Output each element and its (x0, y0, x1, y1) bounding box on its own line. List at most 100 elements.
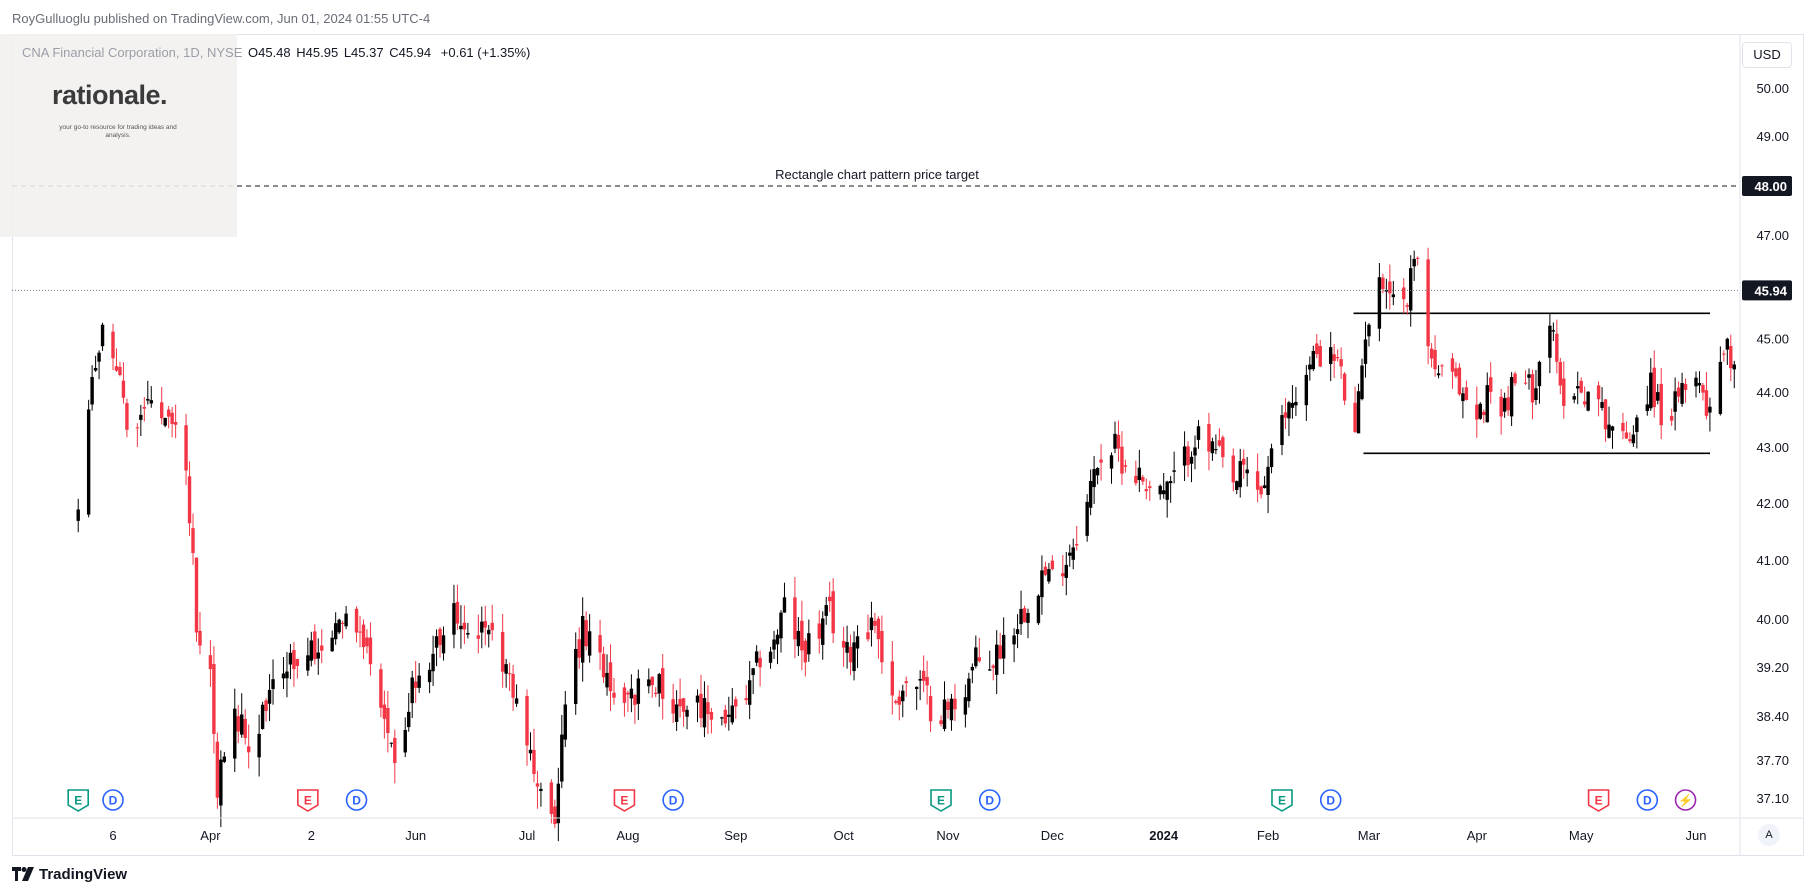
candle (584, 611, 588, 651)
candle-body (340, 622, 345, 624)
candle (466, 622, 470, 639)
candle (480, 606, 484, 649)
candle-body (525, 696, 529, 746)
candle (163, 417, 167, 428)
event-marker-label: D (985, 794, 994, 808)
candle (441, 626, 446, 661)
tradingview-brand[interactable]: TradingView (12, 864, 127, 884)
time-tick-label: Feb (1257, 828, 1279, 843)
time-tick-label: Nov (936, 828, 960, 843)
candle (1388, 264, 1392, 310)
candle-body (1367, 324, 1371, 337)
candle-body (1527, 374, 1531, 378)
candle (991, 664, 995, 681)
time-tick-label: Sep (724, 828, 747, 843)
candle (264, 698, 268, 722)
candle (744, 684, 748, 705)
tradingview-logo-icon (12, 867, 34, 881)
currency-button[interactable]: USD (1742, 42, 1792, 68)
candle (507, 662, 512, 691)
earnings-marker: E (1271, 789, 1293, 812)
candle (358, 615, 362, 648)
candle (1356, 383, 1361, 434)
candle-body (563, 704, 567, 740)
candle (1579, 377, 1583, 394)
candle-body (285, 671, 289, 679)
candle (236, 705, 240, 744)
candle-body (1429, 348, 1434, 359)
candle-body (747, 680, 752, 705)
candle (848, 634, 853, 676)
candle (681, 697, 686, 727)
candle (1725, 337, 1730, 365)
candle-body (198, 630, 202, 646)
candle (1304, 365, 1309, 421)
candle-body (782, 597, 787, 613)
candle-body (1335, 357, 1340, 359)
candle (1266, 455, 1270, 514)
event-marker-label: ⚡ (1678, 794, 1693, 808)
candle-body (1022, 608, 1027, 623)
candle (184, 413, 188, 486)
candle-body (560, 734, 564, 782)
time-axis[interactable]: 6 Apr 2 Jun Jul Aug Sep Oct Nov Dec 2024 Feb Mar Apr M… (12, 817, 1804, 843)
candle-body (1586, 391, 1590, 411)
candle-body (734, 699, 738, 707)
candle (191, 513, 195, 565)
candle-body (807, 633, 811, 655)
candle-body (841, 640, 846, 648)
candle (271, 659, 275, 705)
symbol-label[interactable]: CNA Financial Corporation, 1D, NYSE (22, 45, 243, 60)
candle (1415, 256, 1420, 266)
candles (76, 247, 1736, 842)
candle-body (1141, 477, 1145, 482)
event-marker-label: E (304, 794, 312, 808)
candle (831, 578, 835, 644)
candle (1509, 372, 1514, 426)
candle-body (601, 653, 606, 678)
candle-body (1207, 423, 1211, 452)
candle (1040, 555, 1044, 615)
candle-body (845, 642, 849, 653)
candle (1363, 321, 1368, 378)
price-tick-label: 50.00 (1756, 81, 1789, 96)
candle-body (1645, 404, 1649, 411)
dividend-marker: D (978, 789, 1001, 811)
candle (1193, 435, 1197, 470)
candle (1294, 387, 1298, 416)
candle-body (925, 676, 929, 686)
candle (751, 667, 755, 695)
candle-body (1676, 387, 1681, 397)
candle (160, 386, 164, 425)
candle (998, 632, 1002, 660)
candle-body (796, 630, 801, 647)
candle (1012, 628, 1016, 663)
candle (76, 498, 80, 533)
candle (1718, 346, 1723, 416)
candle (730, 688, 734, 725)
candle (452, 584, 456, 649)
candle (654, 687, 658, 698)
candle-body (1342, 373, 1347, 401)
candle-body (389, 742, 394, 744)
candle-body (754, 651, 759, 663)
candle (1409, 255, 1413, 327)
candle (1099, 444, 1103, 481)
candle-body (768, 651, 773, 663)
high-value: H45.95 (296, 45, 339, 60)
candle (292, 641, 296, 687)
candle (577, 627, 581, 669)
auto-scale-button[interactable]: A (1758, 824, 1780, 846)
candle-body (1095, 467, 1100, 476)
candle-body (535, 783, 540, 787)
candle-body (1360, 365, 1364, 400)
candle (504, 658, 508, 688)
candle-body (1551, 330, 1556, 332)
event-marker-label: E (1595, 794, 1603, 808)
time-tick-label: 2 (308, 828, 315, 843)
candle-body (504, 664, 508, 674)
price-axis[interactable]: 50.00 49.00 47.00 45.00 44.00 43.00 42.00 41.00… (1739, 35, 1792, 856)
candle-body (706, 702, 710, 715)
last-price-label-box (1742, 280, 1792, 301)
